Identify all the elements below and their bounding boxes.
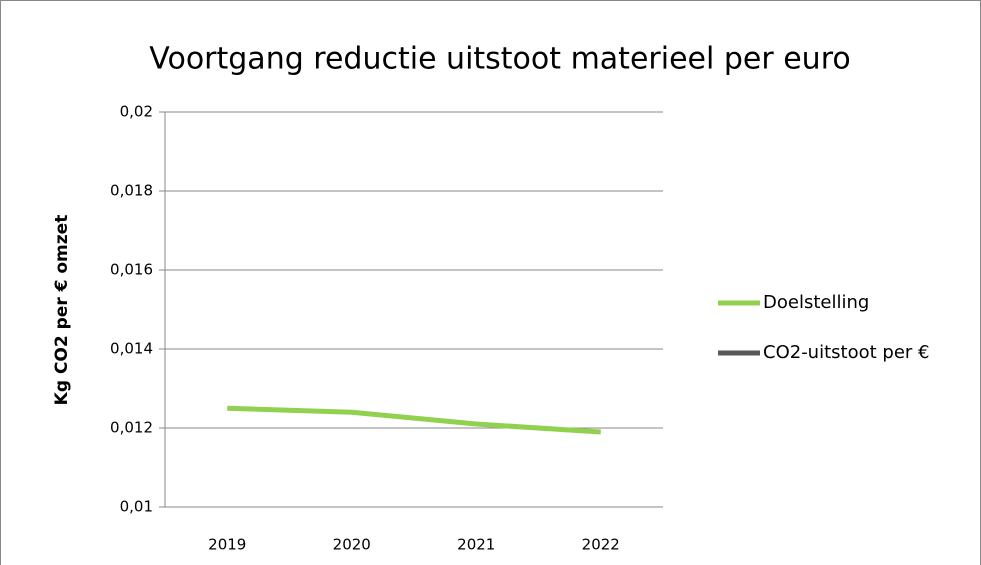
legend-label: CO2-uitstoot per € [763,342,929,363]
y-axis-label: Kg CO2 per € omzet [52,215,72,406]
x-tick-label: 2022 [582,536,620,554]
legend-label: Doelstelling [763,292,869,313]
y-tick-label: 0,018 [110,182,153,200]
y-tick-label: 0,01 [120,498,153,516]
x-tick-label: 2019 [208,536,246,554]
x-tick-label: 2021 [457,536,495,554]
y-tick-label: 0,016 [110,261,153,279]
y-tick-label: 0,014 [110,340,153,358]
x-tick-label: 2020 [333,536,371,554]
y-tick-label: 0,012 [110,419,153,437]
chart-title: Voortgang reductie uitstoot materieel pe… [149,42,850,77]
y-tick-label: 0,02 [120,103,153,121]
series-line [227,405,601,435]
